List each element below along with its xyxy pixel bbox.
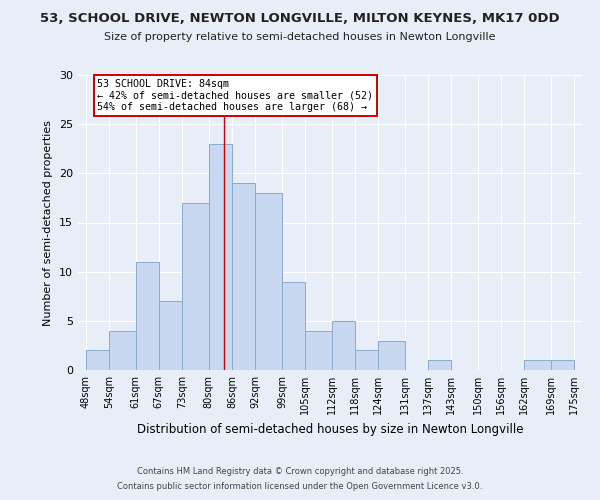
Text: 53 SCHOOL DRIVE: 84sqm
← 42% of semi-detached houses are smaller (52)
54% of sem: 53 SCHOOL DRIVE: 84sqm ← 42% of semi-det… [97,79,373,112]
Bar [305,330,332,370]
Text: Contains HM Land Registry data © Crown copyright and database right 2025.: Contains HM Land Registry data © Crown c… [137,467,463,476]
Bar [282,282,305,370]
Bar [355,350,378,370]
Bar [109,330,136,370]
Bar [86,350,109,370]
Bar [159,301,182,370]
Bar [255,193,282,370]
Y-axis label: Number of semi-detached properties: Number of semi-detached properties [43,120,53,326]
Bar [332,321,355,370]
Bar [232,183,255,370]
Text: 53, SCHOOL DRIVE, NEWTON LONGVILLE, MILTON KEYNES, MK17 0DD: 53, SCHOOL DRIVE, NEWTON LONGVILLE, MILT… [40,12,560,26]
Text: Size of property relative to semi-detached houses in Newton Longville: Size of property relative to semi-detach… [104,32,496,42]
Bar [182,203,209,370]
Bar [136,262,159,370]
Bar [524,360,551,370]
Bar [551,360,574,370]
Bar [428,360,451,370]
Bar [209,144,232,370]
Bar [378,340,405,370]
Text: Contains public sector information licensed under the Open Government Licence v3: Contains public sector information licen… [118,482,482,491]
X-axis label: Distribution of semi-detached houses by size in Newton Longville: Distribution of semi-detached houses by … [137,422,523,436]
